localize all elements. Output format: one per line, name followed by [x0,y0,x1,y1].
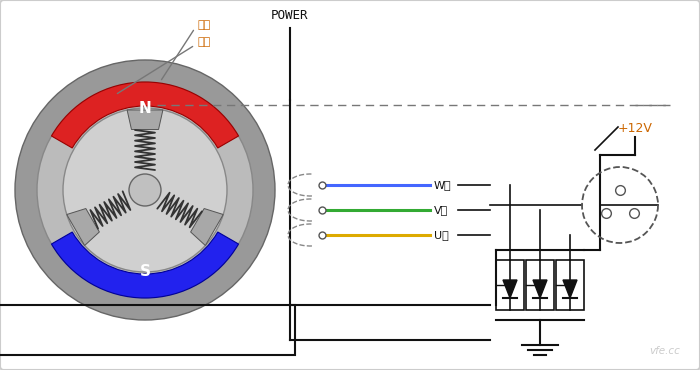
Text: S: S [139,265,150,279]
Bar [496,260,524,310]
Text: vfe.cc: vfe.cc [649,346,680,356]
Polygon shape [503,280,517,298]
Text: 转子: 转子 [197,37,210,47]
Bar [526,260,554,310]
Polygon shape [127,110,163,130]
Circle shape [63,108,227,272]
Bar [0,305,295,355]
Text: POWER: POWER [271,9,309,22]
Polygon shape [190,209,223,246]
Text: W相: W相 [434,180,452,190]
Polygon shape [533,280,547,298]
Text: U相: U相 [434,230,449,240]
Circle shape [129,174,161,206]
Polygon shape [563,280,577,298]
Bar [556,260,584,310]
Text: 定子: 定子 [197,20,210,30]
Circle shape [37,82,253,298]
Text: N: N [139,101,151,115]
Polygon shape [66,209,99,246]
Circle shape [15,60,275,320]
Wedge shape [52,82,239,148]
Text: +12V: +12V [617,122,652,135]
Text: V相: V相 [434,205,448,215]
Wedge shape [52,232,239,298]
